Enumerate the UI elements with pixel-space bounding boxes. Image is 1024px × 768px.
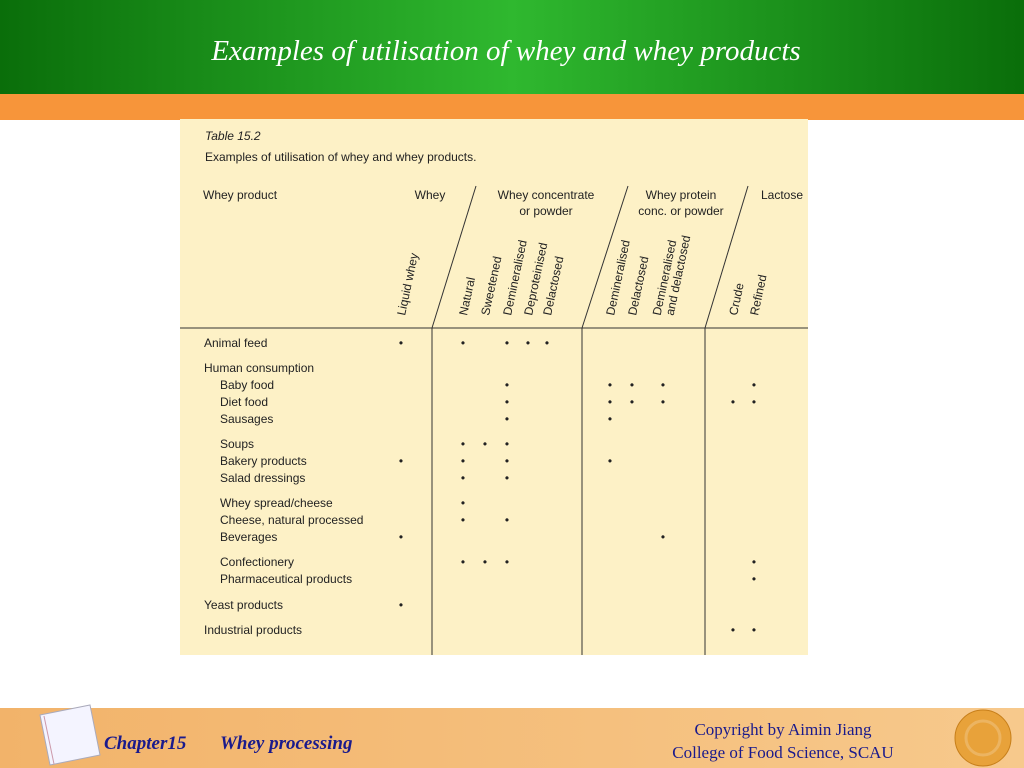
header-band	[0, 0, 1024, 94]
cell-mark: •	[661, 378, 665, 392]
cell-mark: •	[505, 412, 509, 426]
column-group-header: or powder	[519, 204, 572, 218]
cell-mark: •	[731, 623, 735, 637]
header-stripe	[0, 94, 1024, 120]
logo	[954, 709, 1012, 767]
footer-topic: Whey processing	[220, 733, 352, 754]
cell-mark: •	[399, 336, 403, 350]
cell-mark: •	[461, 496, 465, 510]
row-sublabel: Baby food	[220, 378, 274, 392]
row-label: Industrial products	[204, 623, 302, 637]
cell-mark: •	[399, 530, 403, 544]
cell-mark: •	[608, 412, 612, 426]
row-sublabel: Whey spread/cheese	[220, 496, 333, 510]
column-header: Crude	[726, 281, 747, 316]
cell-mark: •	[661, 530, 665, 544]
row-sublabel: Beverages	[220, 530, 277, 544]
cell-mark: •	[731, 395, 735, 409]
row-header: Whey product	[203, 188, 278, 202]
cell-mark: •	[505, 336, 509, 350]
row-sublabel: Sausages	[220, 412, 273, 426]
cell-mark: •	[545, 336, 549, 350]
cell-mark: •	[752, 572, 756, 586]
column-group-header: Whey protein	[646, 188, 717, 202]
cell-mark: •	[752, 623, 756, 637]
cell-mark: •	[505, 437, 509, 451]
footer-band	[0, 708, 1024, 768]
cell-mark: •	[505, 555, 509, 569]
row-sublabel: Diet food	[220, 395, 268, 409]
book-icon	[39, 704, 101, 766]
column-group-header: Whey concentrate	[498, 188, 595, 202]
slide-title: Examples of utilisation of whey and whey…	[210, 35, 800, 67]
cell-mark: •	[399, 598, 403, 612]
column-group-header: conc. or powder	[638, 204, 723, 218]
row-sublabel: Soups	[220, 437, 254, 451]
cell-mark: •	[505, 454, 509, 468]
row-sublabel: Confectionery	[220, 555, 294, 569]
row-label: Yeast products	[204, 598, 283, 612]
footer-chapter: Chapter15	[104, 733, 187, 754]
cell-mark: •	[461, 437, 465, 451]
cell-mark: •	[461, 454, 465, 468]
cell-mark: •	[461, 471, 465, 485]
cell-mark: •	[483, 437, 487, 451]
cell-mark: •	[630, 378, 634, 392]
row-label: Human consumption	[204, 361, 314, 375]
cell-mark: •	[752, 555, 756, 569]
cell-mark: •	[752, 378, 756, 392]
cell-mark: •	[505, 395, 509, 409]
cell-mark: •	[608, 378, 612, 392]
cell-mark: •	[461, 513, 465, 527]
cell-mark: •	[630, 395, 634, 409]
table-background	[180, 119, 808, 655]
footer-copyright: Copyright by Aimin Jiang	[694, 720, 872, 739]
column-group-header: Whey	[415, 188, 446, 202]
table-caption: Examples of utilisation of whey and whey…	[205, 150, 476, 164]
cell-mark: •	[483, 555, 487, 569]
row-label: Animal feed	[204, 336, 267, 350]
cell-mark: •	[661, 395, 665, 409]
cell-mark: •	[461, 336, 465, 350]
cell-mark: •	[505, 378, 509, 392]
table-number: Table 15.2	[205, 129, 261, 143]
cell-mark: •	[505, 471, 509, 485]
row-sublabel: Bakery products	[220, 454, 307, 468]
cell-mark: •	[526, 336, 530, 350]
row-sublabel: Salad dressings	[220, 471, 305, 485]
cell-mark: •	[752, 395, 756, 409]
cell-mark: •	[461, 555, 465, 569]
column-group-header: Lactose	[761, 188, 803, 202]
row-sublabel: Cheese, natural processed	[220, 513, 363, 527]
cell-mark: •	[399, 454, 403, 468]
cell-mark: •	[505, 513, 509, 527]
footer-college: College of Food Science, SCAU	[672, 743, 893, 762]
cell-mark: •	[608, 395, 612, 409]
table-rules	[180, 185, 808, 655]
cell-mark: •	[608, 454, 612, 468]
row-sublabel: Pharmaceutical products	[220, 572, 352, 586]
